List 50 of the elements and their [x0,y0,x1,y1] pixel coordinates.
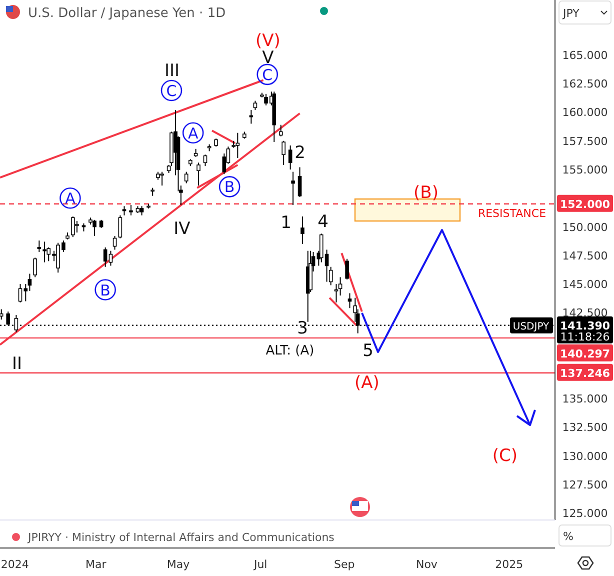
x-tick-label: 2024 [0,558,29,571]
y-tick-label: 150.000 [562,220,608,234]
annotation: C [262,66,273,84]
ref-line-label: 137.246 [560,366,610,380]
annotation: (A) [354,372,380,393]
x-tick-label: 2025 [495,558,524,571]
annotation: C [166,82,177,100]
annotation: 3 [297,318,308,339]
annotation: III [164,60,180,81]
annotation: II [12,354,22,374]
annotation: ALT: (A) [266,344,314,359]
ref-line-label: 140.297 [560,347,610,360]
annotation: USDJPY [512,321,550,332]
annotation: IV [174,218,191,239]
text: % [563,530,574,543]
y-tick-label: 160.000 [562,106,608,120]
x-tick-label: Sep [334,558,355,571]
x-tick-label: Nov [416,558,438,571]
text: JPY [562,7,580,20]
annotation: A [188,124,199,142]
text: U.S. Dollar / Japanese Yen · 1D [28,6,226,21]
y-tick-label: 127.500 [562,478,608,492]
y-tick-label: 145.000 [562,278,608,292]
annotation: 5 [362,340,374,361]
x-tick-label: Jul [252,558,268,571]
y-tick-label: 142.500 [562,306,608,320]
y-tick-label: 155.000 [562,164,608,177]
annotation: (C) [492,446,518,466]
ref-line-label: 141.390 [560,319,610,332]
text: 11:18:26 [560,330,610,344]
y-tick-label: 135.000 [562,392,608,406]
y-tick-label: 125.000 [562,507,608,520]
y-tick-label: 162.500 [562,78,608,91]
ref-line-label: 152.000 [560,198,610,211]
y-tick-label: 130.000 [562,450,608,463]
annotation: 4 [318,212,328,232]
y-tick-label: 147.500 [562,249,608,262]
annotation: 2 [294,142,306,163]
annotation: B [100,281,110,300]
annotation: (B) [414,182,438,203]
y-tick-label: 132.500 [562,421,608,434]
text: JPIRYY · Ministry of Internal Affairs and Communications [27,531,335,544]
y-tick-label: 165.000 [562,48,608,62]
annotation: A [65,190,76,208]
annotation: RESISTANCE [478,206,546,220]
annotation: 1 [280,212,292,233]
x-tick-label: Mar [85,558,107,571]
y-tick-label: 157.500 [562,134,608,148]
x-tick-label: May [166,558,190,571]
annotation: B [224,178,235,196]
